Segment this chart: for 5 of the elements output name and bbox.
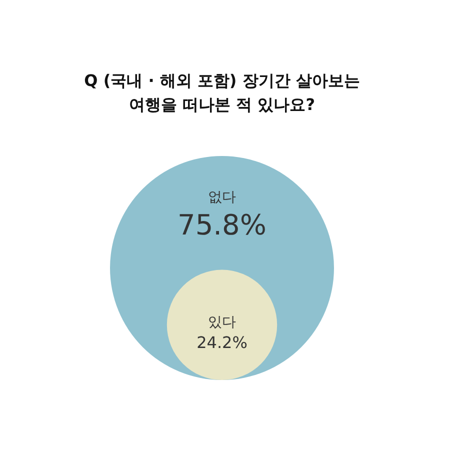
data-label: 24.2%: [196, 333, 248, 352]
category-label: 없다: [208, 190, 236, 206]
category-label: 있다: [208, 314, 236, 331]
data-label: 75.8%: [178, 208, 266, 242]
text: Q (국내 · 해외 포함) 장기간 살아보는 여행을 떠나본 적 있나요?: [84, 71, 360, 114]
